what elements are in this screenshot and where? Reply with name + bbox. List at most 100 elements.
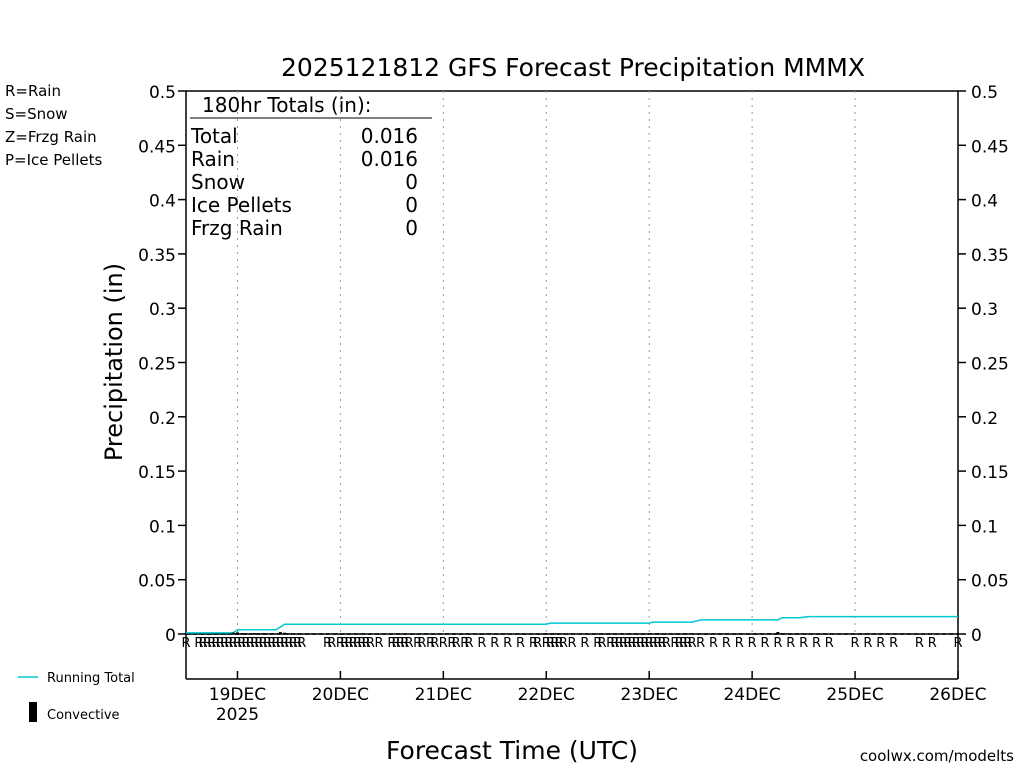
precip-type-marker: R [357,636,366,651]
precip-type-marker: R [237,636,246,651]
precip-type-marker: R [490,636,499,651]
precip-type-marker: R [670,636,679,651]
precip-type-marker: R [953,636,962,651]
precip-type-marker: R [546,636,555,651]
precip-type-marker: R [709,636,718,651]
precip-type-marker: R [683,636,692,651]
precip-type-marker: R [207,636,216,651]
precip-type-marker: R [267,636,276,651]
totals-row-value: 0 [405,193,418,217]
totals-row-label: Snow [191,170,245,194]
precip-type-marker: R [181,636,190,651]
y-tick-label-left: 0.5 [149,83,176,103]
x-axis-label: Forecast Time (UTC) [386,736,638,765]
precip-type-marker: R [344,636,353,651]
convective-legend-label: Convective [47,708,120,723]
convective-bar [647,633,651,635]
precip-type-marker: R [748,636,757,651]
convective-bar [278,632,282,634]
precip-type-marker: R [675,636,684,651]
precip-type-marker: R [632,636,641,651]
convective-bar [287,633,291,635]
precip-type-marker: R [199,636,208,651]
precip-type-marker: R [580,636,589,651]
totals-row-value: 0 [405,216,418,240]
type-legend-item: R=Rain [5,82,61,100]
precip-type-marker: R [276,636,285,651]
x-tick-label: 26DEC [929,685,986,705]
y-tick-label-right: 0.05 [971,572,1009,592]
precip-type-marker: R [662,636,671,651]
convective-bar [776,632,780,634]
precip-type-marker: R [889,636,898,651]
x-tick-label: 22DEC [518,685,575,705]
precip-type-marker: R [203,636,212,651]
precip-type-marker: R [653,636,662,651]
totals-row-label: Frzg Rain [191,216,283,240]
y-tick-label-left: 0.05 [138,572,176,592]
convective-bar [240,633,244,635]
precip-type-marker: R [722,636,731,651]
precip-type-marker: R [529,636,538,651]
totals-row-value: 0 [405,170,418,194]
y-axis-label: Precipitation (in) [100,263,128,461]
precip-type-marker: R [224,636,233,651]
running-total-legend-label: Running Total [47,671,135,686]
x-tick-label: 25DEC [826,685,883,705]
precip-type-marker: R [396,636,405,651]
precip-type-marker: R [374,636,383,651]
precip-type-marker: R [327,636,336,651]
y-tick-label-right: 0.1 [971,517,998,537]
precip-type-marker: R [786,636,795,651]
precip-type-marker: R [928,636,937,651]
precip-type-marker: R [550,636,559,651]
precip-type-marker: R [353,636,362,651]
precip-type-marker: R [417,636,426,651]
convective-bar [261,633,265,635]
precip-type-marker: R [289,636,298,651]
y-axis-right: 0 0.05 0.1 0.15 0.2 0.25 0.3 0.35 0.4 0.45 0.5 [958,83,1009,646]
type-legend-item: Z=Frzg Rain [5,128,97,146]
precip-type-marker: R [447,636,456,651]
precip-type-marker: R [284,636,293,651]
precip-type-marker: R [387,636,396,651]
precip-type-marker: R [413,636,422,651]
precip-type-marker: R [465,636,474,651]
y-tick-label-left: 0.4 [149,192,176,212]
precip-type-marker: R [460,636,469,651]
precip-type-marker: R [250,636,259,651]
precip-type-marker: R [649,636,658,651]
convective-bar [283,632,287,634]
convective-bar [244,633,248,635]
y-tick-label-left: 0.25 [138,355,176,375]
precip-type-marker: R [619,636,628,651]
precip-type-marker: R [254,636,263,651]
precip-type-marker: R [211,636,220,651]
precip-type-marker: R [696,636,705,651]
precip-type-marker: R [610,636,619,651]
precip-type-marker: R [280,636,289,651]
precip-type-marker: R [640,636,649,651]
precip-type-marker: R [404,636,413,651]
precip-type-marker: R [340,636,349,651]
precip-type-marker: R [392,636,401,651]
precip-type-marker: R [533,636,542,651]
precip-type-marker: R [293,636,302,651]
convective-bar [235,632,239,634]
y-tick-label-left: 0.1 [149,517,176,537]
precip-type-marker: R [559,636,568,651]
precip-type-marker: R [606,636,615,651]
precip-type-marker: R [760,636,769,651]
precip-type-marker: R [615,636,624,651]
x-tick-label: 21DEC [415,685,472,705]
y-tick-label-left: 0.2 [149,409,176,429]
precip-type-marker: R [542,636,551,651]
y-tick-label-right: 0.25 [971,355,1009,375]
totals-row-value: 0.016 [361,147,418,171]
precip-type-marker: R [216,636,225,651]
precip-type-legend: R=Rain S=Snow Z=Frzg Rain P=Ice Pellets [5,82,102,169]
precip-type-marker: R [336,636,345,651]
precip-type-marker: R [366,636,375,651]
precip-type-marker: R [812,636,821,651]
